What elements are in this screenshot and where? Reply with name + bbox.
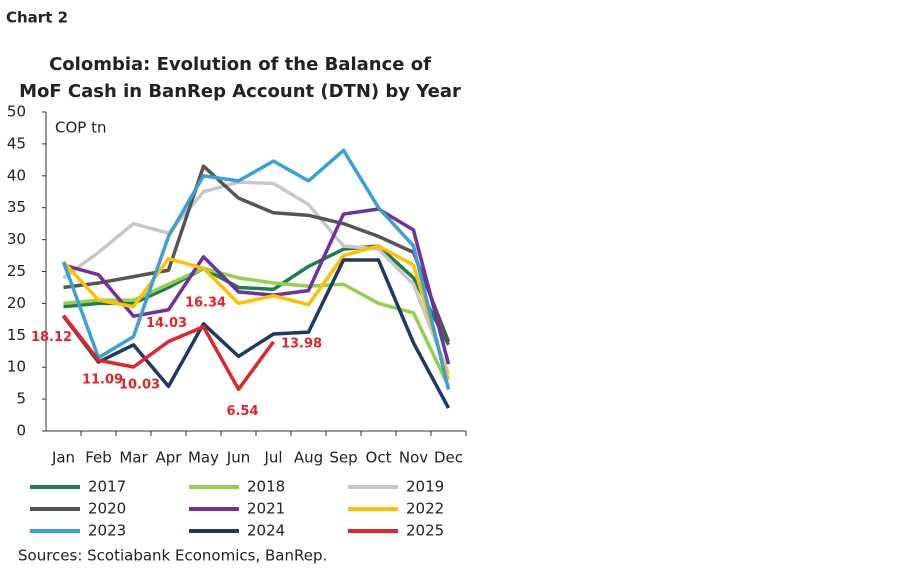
y-axis-label: COP tn	[55, 119, 106, 137]
series-line	[63, 266, 451, 388]
data-label: 18.12	[31, 330, 72, 345]
data-label: 6.54	[226, 404, 258, 419]
y-tick-label: 20	[7, 294, 26, 312]
legend-label: 2017	[88, 478, 126, 496]
source: Sources: Scotiabank Economics, BanRep.	[18, 547, 327, 565]
legend-label: 2020	[88, 500, 126, 518]
legend-label: 2025	[406, 522, 444, 540]
y-tick-label: 10	[7, 358, 26, 376]
series-line	[61, 148, 451, 390]
x-tick-label: May	[188, 449, 219, 467]
x-tick-label: Jul	[263, 449, 282, 467]
y-tick-label: 40	[7, 166, 26, 184]
y-tick-label: 15	[7, 326, 26, 344]
series-line	[63, 244, 451, 346]
legend-label: 2019	[406, 478, 444, 496]
series-line	[63, 164, 451, 343]
legend-label: 2023	[88, 522, 126, 540]
chart-title: Colombia: Evolution of the Balance of	[49, 54, 431, 75]
data-label: 11.09	[82, 373, 123, 388]
y-tick-label: 25	[7, 262, 26, 280]
x-tick-label: Aug	[294, 449, 323, 467]
y-tick-label: 5	[16, 390, 26, 408]
chart-label: Chart 2	[6, 9, 68, 27]
data-label: 10.03	[119, 378, 160, 393]
data-label: 13.98	[281, 336, 322, 351]
y-tick-label: 35	[7, 198, 26, 216]
x-tick-label: Apr	[156, 449, 183, 467]
x-tick-label: Feb	[85, 449, 112, 467]
series-line	[62, 258, 451, 409]
series-line	[62, 180, 451, 375]
legend-label: 2024	[247, 522, 285, 540]
legend-label: 2021	[247, 500, 285, 518]
data-label: 16.34	[185, 295, 226, 310]
x-tick-label: Sep	[329, 449, 357, 467]
y-tick-label: 50	[7, 103, 26, 121]
x-tick-label: Dec	[434, 449, 463, 467]
chart-title: MoF Cash in BanRep Account (DTN) by Year	[19, 81, 461, 102]
x-tick-label: Mar	[119, 449, 148, 467]
x-tick-label: Oct	[366, 449, 392, 467]
x-tick-label: Nov	[399, 449, 428, 467]
data-label: 14.03	[146, 316, 187, 331]
y-tick-label: 45	[7, 134, 26, 152]
y-tick-label: 30	[7, 230, 26, 248]
series-line	[62, 314, 275, 392]
y-tick-label: 0	[16, 422, 26, 440]
series-line	[62, 244, 451, 381]
x-tick-label: Jun	[226, 449, 250, 467]
x-tick-label: Jan	[51, 449, 75, 467]
legend-label: 2022	[406, 500, 444, 518]
legend-label: 2018	[247, 478, 285, 496]
